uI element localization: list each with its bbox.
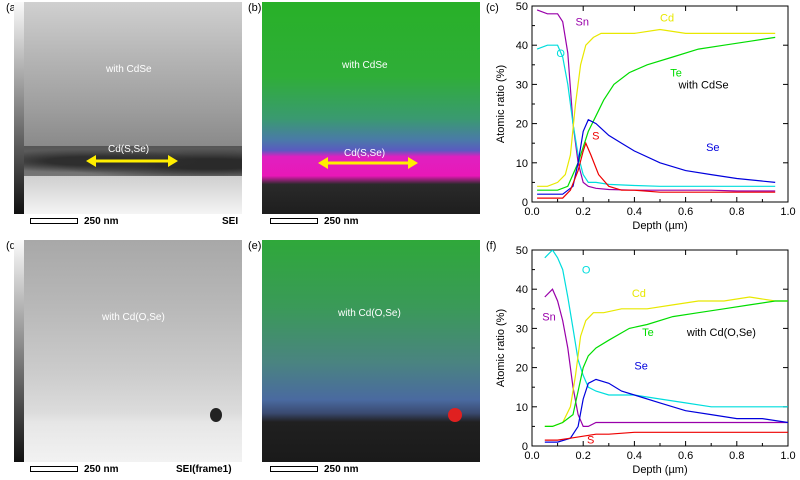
series-label-s: S xyxy=(592,130,599,142)
region-label-e: with Cd(O,Se) xyxy=(338,308,401,319)
y-tick-label: 30 xyxy=(516,79,528,91)
series-label-s: S xyxy=(587,435,594,447)
sei-image-a: with CdSe Cd(S,Se) xyxy=(14,2,242,214)
series-label-sn: Sn xyxy=(576,17,589,29)
series-line-s xyxy=(544,431,788,441)
series-line-cd xyxy=(537,28,776,187)
scale-bar-d: 250 nm xyxy=(30,464,118,475)
y-tick-label: 10 xyxy=(516,158,528,170)
double-arrow-a xyxy=(86,155,178,167)
x-tick-label: 0.0 xyxy=(524,206,539,218)
y-axis-label: Atomic ratio (%) xyxy=(495,65,507,143)
series-line-cd xyxy=(544,296,788,427)
region-label-a: with CdSe xyxy=(106,64,152,75)
x-tick-label: 1.0 xyxy=(780,206,795,218)
series-label-se: Se xyxy=(706,142,719,154)
series-line-sn xyxy=(536,9,776,192)
series-line-sn xyxy=(544,288,788,427)
y-tick-label: 50 xyxy=(516,245,528,257)
series-label-te: Te xyxy=(642,327,654,339)
double-arrow-b xyxy=(318,157,418,169)
mode-label-a: SEI xyxy=(222,216,239,227)
scale-bar-e: 250 nm xyxy=(270,464,358,475)
panel-label-f: (f) xyxy=(486,240,497,252)
sei-scale-strip xyxy=(14,2,24,214)
x-tick-label: 0.6 xyxy=(678,206,693,218)
eds-map-e: with Cd(O,Se) xyxy=(262,240,480,462)
series-label-cd: Cd xyxy=(660,13,674,25)
scale-label-b: 250 nm xyxy=(324,216,359,227)
y-tick-label: 50 xyxy=(516,1,528,13)
series-label-o: O xyxy=(556,48,565,60)
x-tick-label: 0.2 xyxy=(576,206,591,218)
mode-label-d: SEI(frame1) xyxy=(176,464,232,475)
interface-label-b: Cd(S,Se) xyxy=(344,148,386,159)
y-tick-label: 20 xyxy=(516,363,528,375)
substrate-bright xyxy=(24,176,242,214)
x-tick-label: 0.8 xyxy=(729,450,744,462)
y-tick-label: 40 xyxy=(516,40,528,52)
scale-bar-a: 250 nm xyxy=(30,216,118,227)
y-tick-label: 0 xyxy=(522,197,528,209)
panel-label-b: (b) xyxy=(248,2,262,14)
series-label-se: Se xyxy=(634,361,647,373)
panel-label-c: (c) xyxy=(486,2,499,14)
x-tick-label: 0.6 xyxy=(678,450,693,462)
x-tick-label: 1.0 xyxy=(780,450,795,462)
x-tick-label: 0.4 xyxy=(627,450,642,462)
series-label-te: Te xyxy=(670,68,682,80)
series-line-s xyxy=(537,141,776,199)
series-line-se xyxy=(544,378,788,443)
x-axis-label: Depth (µm) xyxy=(632,220,687,232)
chart-annotation: with Cd(O,Se) xyxy=(686,327,756,339)
series-label-cd: Cd xyxy=(632,288,646,300)
sei-image-d: with Cd(O,Se) xyxy=(14,240,242,462)
atomic-ratio-chart-c: 0 10 20 30 40 50 0.0 0.2 0.4 0.6 0.8 1.0 Depth (µm) A… xyxy=(495,1,796,232)
eds-map-b: with CdSe Cd(S,Se) xyxy=(262,2,480,214)
x-tick-label: 0.0 xyxy=(524,450,539,462)
region-label-d: with Cd(O,Se) xyxy=(102,312,165,323)
y-tick-label: 20 xyxy=(516,119,528,131)
y-tick-label: 10 xyxy=(516,402,528,414)
void-dot xyxy=(210,408,222,422)
series-line-o xyxy=(536,44,776,187)
sei-scale-strip xyxy=(14,240,24,462)
scale-label-a: 250 nm xyxy=(84,216,119,227)
scale-bar-b: 250 nm xyxy=(270,216,358,227)
series-line-se xyxy=(537,118,776,195)
series-line-te xyxy=(537,36,776,191)
y-tick-label: 40 xyxy=(516,284,528,296)
series-line-te xyxy=(544,300,788,427)
x-tick-label: 0.4 xyxy=(627,206,642,218)
atomic-ratio-chart-f: 0 10 20 30 40 50 0.0 0.2 0.4 0.6 0.8 1.0 Depth (µm) A… xyxy=(495,245,796,476)
y-tick-label: 30 xyxy=(516,323,528,335)
x-tick-label: 0.8 xyxy=(729,206,744,218)
scale-label-d: 250 nm xyxy=(84,464,119,475)
series-label-sn: Sn xyxy=(542,312,555,324)
chart-annotation: with CdSe xyxy=(677,79,728,91)
scale-label-e: 250 nm xyxy=(324,464,359,475)
panel-label-e: (e) xyxy=(248,240,262,252)
series-label-o: O xyxy=(582,265,591,277)
interface-label-a: Cd(S,Se) xyxy=(108,144,150,155)
x-axis-label: Depth (µm) xyxy=(632,464,687,476)
region-label-b: with CdSe xyxy=(342,60,388,71)
y-axis-label: Atomic ratio (%) xyxy=(495,309,507,387)
red-spot xyxy=(448,408,462,422)
x-tick-label: 0.2 xyxy=(576,450,591,462)
series-line-o xyxy=(544,250,788,408)
y-tick-label: 0 xyxy=(522,441,528,453)
